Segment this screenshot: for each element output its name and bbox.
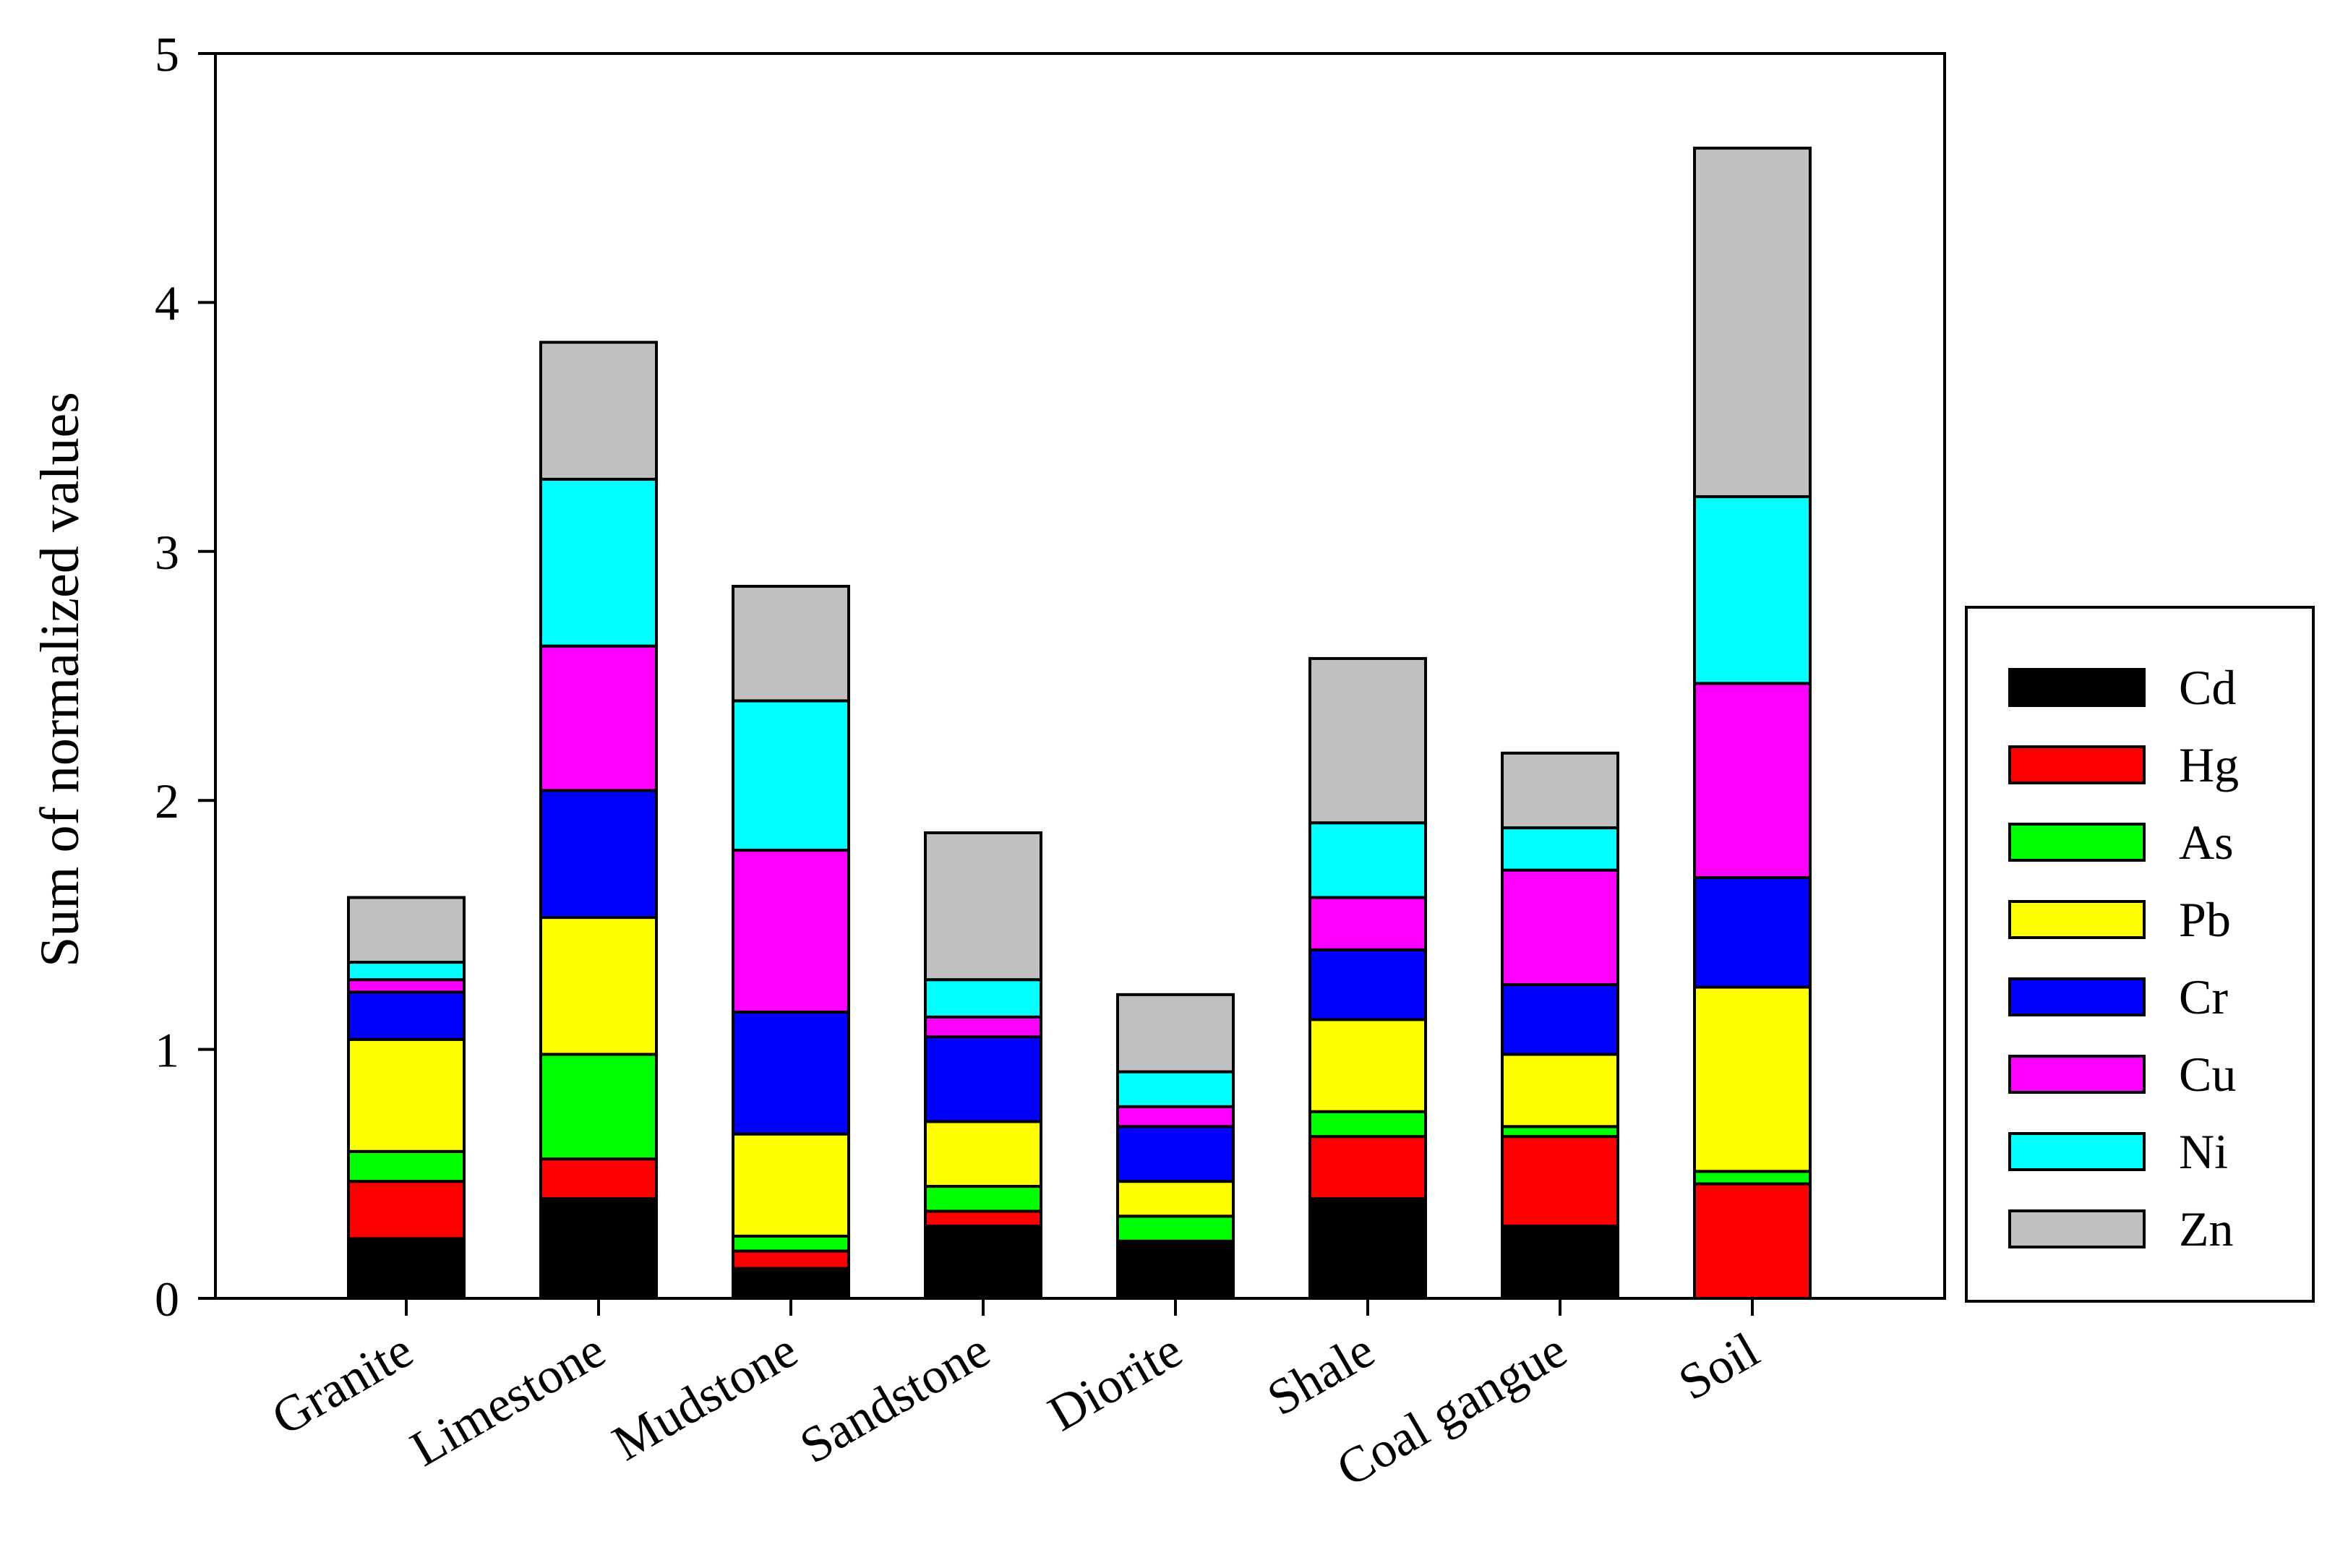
x-tick-label: Shale — [1259, 1322, 1384, 1426]
bar-ni-soil — [1693, 495, 1812, 685]
bar-zn-coal-gangue — [1501, 751, 1619, 830]
bar-cr-diorite — [1116, 1125, 1235, 1183]
bar-ni-sandstone — [924, 978, 1042, 1019]
bar-cr-limestone — [539, 789, 658, 920]
legend-label-cu: Cu — [2179, 1047, 2236, 1102]
legend-swatch-as — [2008, 823, 2146, 862]
bar-cu-mudstone — [732, 849, 850, 1014]
bar-hg-mudstone — [732, 1249, 850, 1270]
x-tick-label: Diorite — [1040, 1322, 1191, 1442]
bar-zn-granite — [347, 896, 466, 964]
bar-pb-limestone — [539, 916, 658, 1056]
legend-swatch-pb — [2008, 900, 2146, 939]
bar-as-limestone — [539, 1053, 658, 1161]
bar-cu-shale — [1308, 896, 1427, 951]
bar-cr-coal-gangue — [1501, 983, 1619, 1056]
bar-as-sandstone — [924, 1185, 1042, 1213]
bar-cr-soil — [1693, 875, 1812, 989]
bar-pb-coal-gangue — [1501, 1053, 1619, 1128]
bar-ni-limestone — [539, 477, 658, 648]
bar-ni-granite — [347, 961, 466, 982]
bar-ni-shale — [1308, 821, 1427, 899]
bar-zn-mudstone — [732, 585, 850, 703]
bar-ni-diorite — [1116, 1070, 1235, 1108]
bar-as-mudstone — [732, 1234, 850, 1253]
bar-cd-shale — [1308, 1197, 1427, 1300]
bar-cd-coal-gangue — [1501, 1225, 1619, 1301]
bar-pb-shale — [1308, 1018, 1427, 1113]
bar-ni-mudstone — [732, 699, 850, 852]
bar-as-granite — [347, 1149, 466, 1183]
bar-cu-coal-gangue — [1501, 868, 1619, 987]
bar-zn-diorite — [1116, 993, 1235, 1074]
y-axis-title: Sum of normalized values — [30, 392, 90, 967]
bar-hg-coal-gangue — [1501, 1135, 1619, 1228]
legend-swatch-cd — [2008, 668, 2146, 707]
legend-label-as: As — [2179, 815, 2234, 870]
x-tick-label: Mudstone — [604, 1322, 807, 1472]
legend-label-pb: Pb — [2179, 892, 2231, 947]
y-tick-label: 4 — [155, 275, 179, 330]
y-tick-label: 2 — [155, 774, 179, 828]
bar-cu-diorite — [1116, 1105, 1235, 1128]
bar-as-coal-gangue — [1501, 1125, 1619, 1139]
bar-as-shale — [1308, 1110, 1427, 1139]
bar-pb-diorite — [1116, 1180, 1235, 1218]
bar-cd-limestone — [539, 1197, 658, 1300]
legend-swatch-zn — [2008, 1209, 2146, 1248]
bar-pb-sandstone — [924, 1120, 1042, 1188]
legend-swatch-cu — [2008, 1055, 2146, 1094]
legend-label-zn: Zn — [2179, 1201, 2234, 1256]
bar-cu-sandstone — [924, 1015, 1042, 1039]
bar-cr-sandstone — [924, 1035, 1042, 1123]
bar-cu-limestone — [539, 644, 658, 792]
bar-as-soil — [1693, 1170, 1812, 1186]
bar-hg-shale — [1308, 1135, 1427, 1201]
legend-label-hg: Hg — [2179, 737, 2239, 792]
bar-as-diorite — [1116, 1214, 1235, 1243]
bar-ni-coal-gangue — [1501, 826, 1619, 872]
bar-cd-sandstone — [924, 1225, 1042, 1301]
bar-hg-granite — [347, 1180, 466, 1241]
legend-swatch-hg — [2008, 745, 2146, 784]
bars — [347, 146, 1812, 1301]
legend-label-cd: Cd — [2179, 660, 2236, 715]
x-tick-label: Limestone — [402, 1322, 614, 1477]
bar-cd-granite — [347, 1237, 466, 1300]
bar-cr-granite — [347, 990, 466, 1041]
legend-label-cr: Cr — [2179, 969, 2228, 1024]
bar-cr-mudstone — [732, 1010, 850, 1136]
bar-pb-granite — [347, 1037, 466, 1153]
legend-swatch-cr — [2008, 977, 2146, 1016]
bar-cd-mudstone — [732, 1267, 850, 1300]
bar-cu-soil — [1693, 682, 1812, 879]
bar-pb-mudstone — [732, 1132, 850, 1238]
bar-zn-shale — [1308, 656, 1427, 825]
plot-area — [214, 52, 1946, 1300]
legend-box — [1965, 606, 2315, 1303]
y-tick-label: 0 — [155, 1272, 179, 1327]
bar-hg-limestone — [539, 1157, 658, 1201]
x-tick-label: Sandstone — [791, 1322, 999, 1475]
bar-cu-granite — [347, 978, 466, 994]
y-tick-label: 3 — [155, 525, 179, 580]
bar-zn-sandstone — [924, 831, 1042, 982]
legend-label-ni: Ni — [2179, 1124, 2228, 1179]
bar-cd-diorite — [1116, 1239, 1235, 1300]
x-tick-label: Soil — [1670, 1322, 1768, 1411]
y-tick-label: 1 — [155, 1023, 179, 1078]
bar-pb-soil — [1693, 985, 1812, 1173]
y-tick-label: 5 — [155, 27, 179, 82]
legend-swatch-ni — [2008, 1132, 2146, 1171]
x-tick-label: Granite — [263, 1322, 422, 1447]
bar-zn-limestone — [539, 340, 658, 481]
bar-hg-soil — [1693, 1182, 1812, 1301]
bar-zn-soil — [1693, 146, 1812, 499]
bar-cr-shale — [1308, 948, 1427, 1021]
bar-hg-sandstone — [924, 1209, 1042, 1228]
legend: Cd Hg As Pb Cr Cu Ni Zn — [1965, 606, 2315, 1303]
